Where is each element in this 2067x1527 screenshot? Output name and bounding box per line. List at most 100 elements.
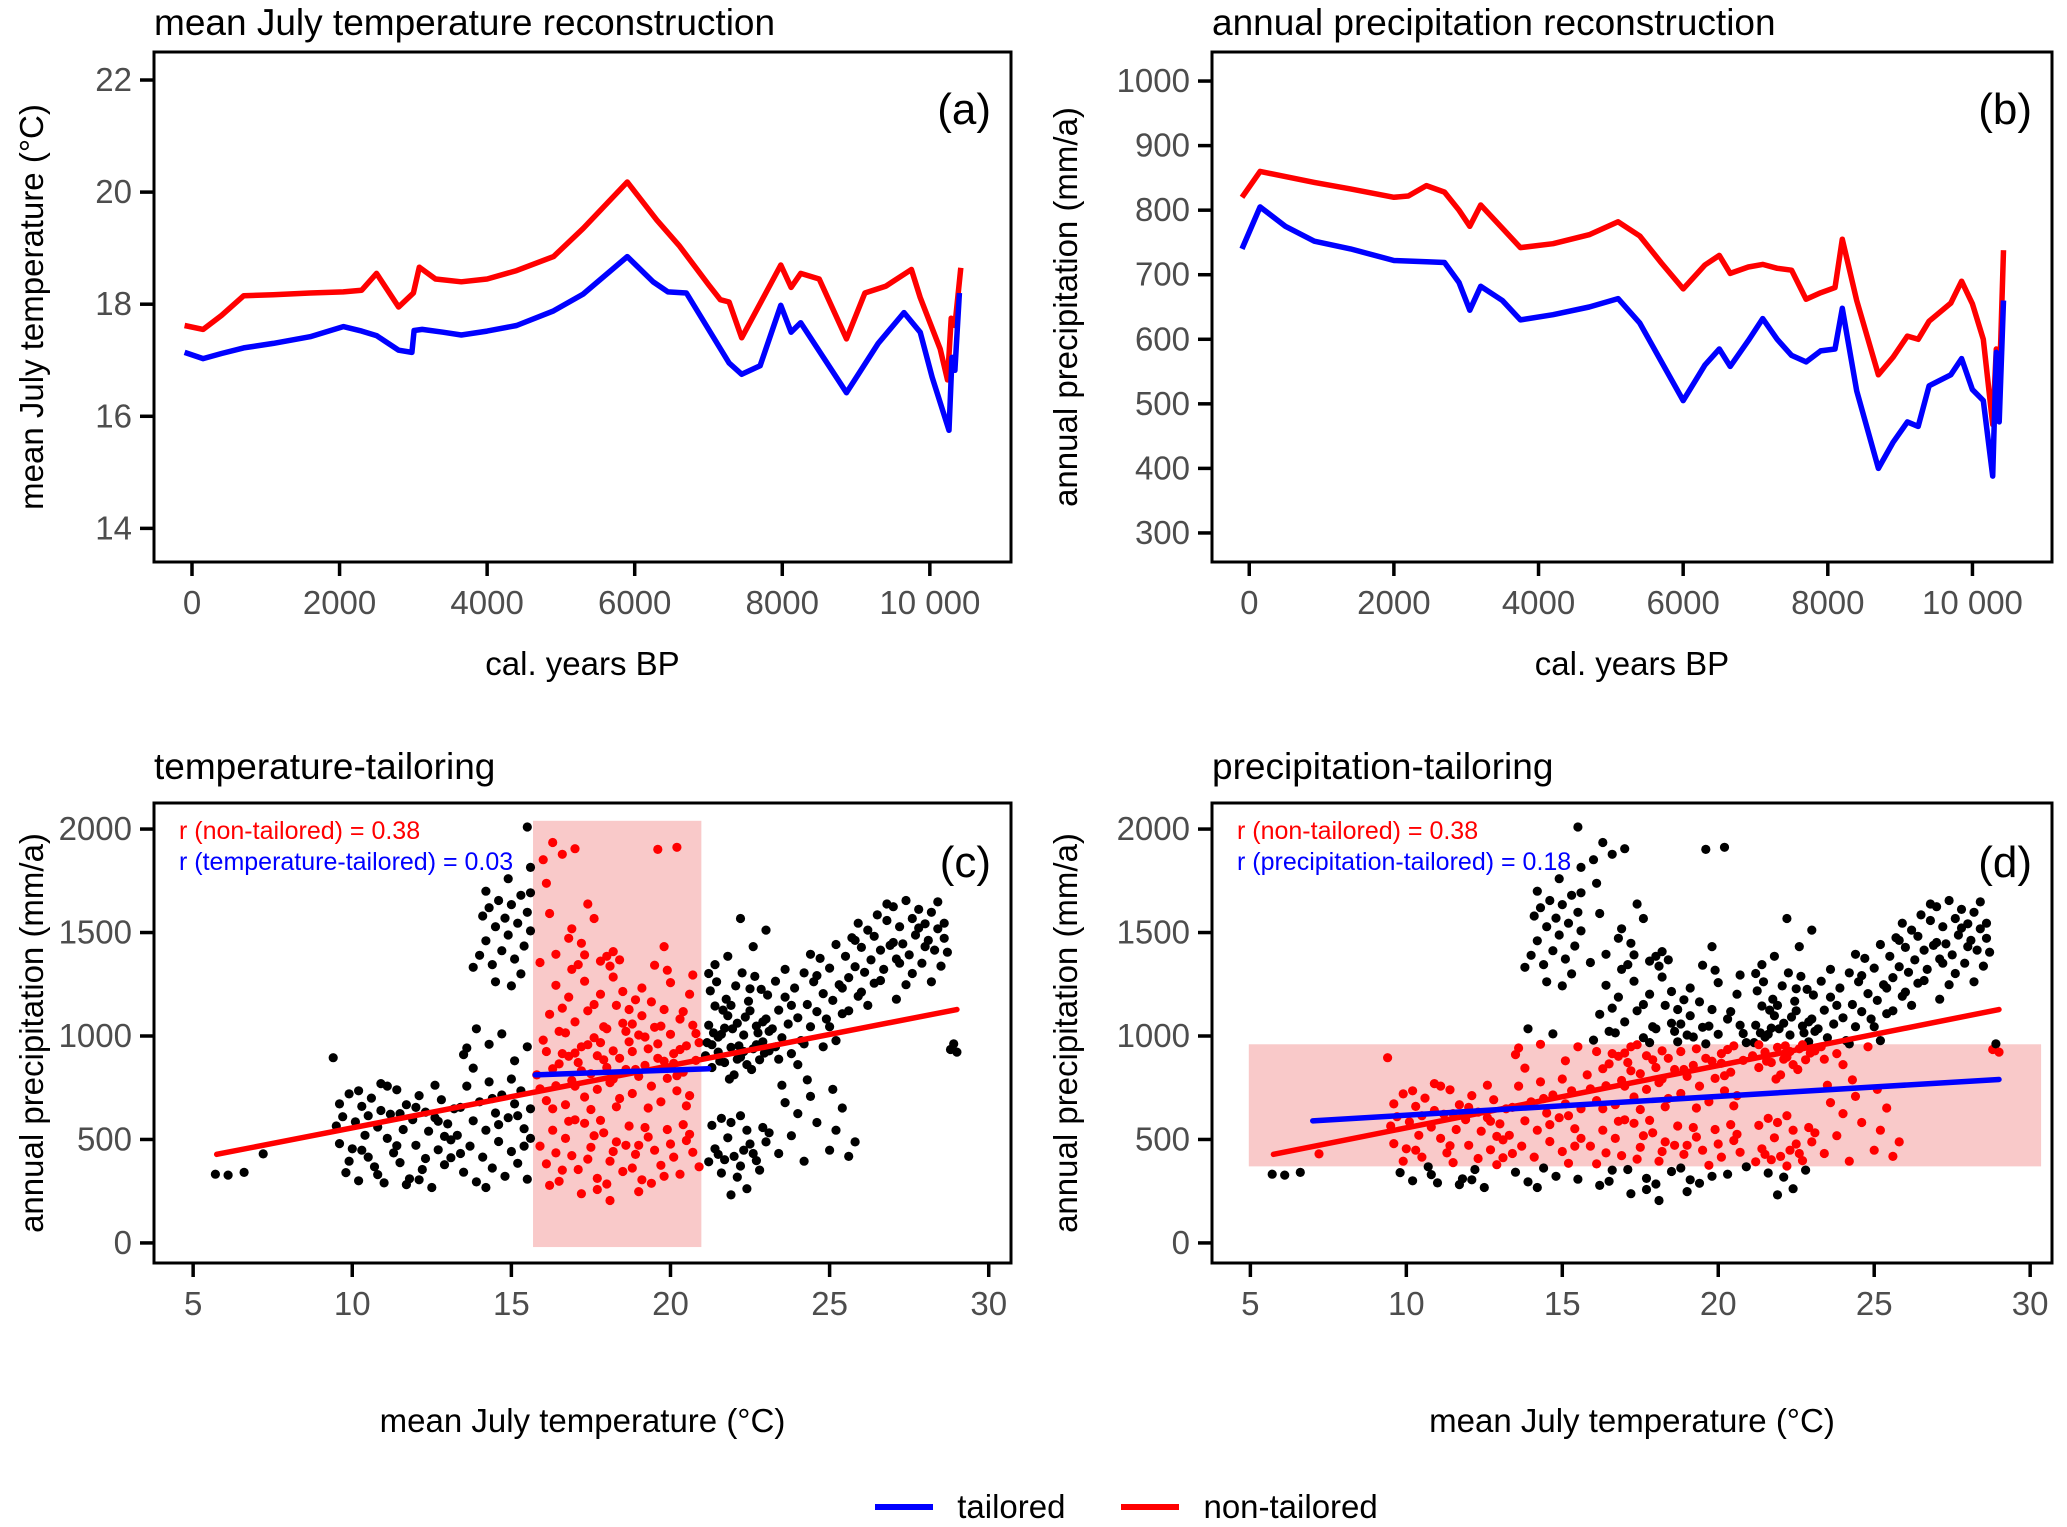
panel-d-correlation-annotations: r (non-tailored) = 0.38 r (precipitation… — [1237, 816, 1571, 878]
y-axis-ticks: 0 500 1000 1500 2000 — [1117, 810, 1212, 1261]
plot-border — [1210, 50, 2054, 564]
svg-text:30: 30 — [2012, 1285, 2049, 1322]
svg-text:600: 600 — [1135, 320, 1190, 357]
svg-text:2000: 2000 — [1117, 810, 1190, 847]
svg-text:0: 0 — [114, 1224, 132, 1261]
svg-text:4000: 4000 — [1502, 584, 1575, 621]
panel-d-y-axis-title: annual precipitation (mm/a) — [1047, 833, 1085, 1233]
svg-text:1000: 1000 — [59, 1017, 132, 1054]
regression-line-tailored — [532, 1065, 712, 1078]
panel-c-title: temperature-tailoring — [154, 746, 496, 787]
svg-text:20: 20 — [95, 173, 132, 210]
scatter-points — [210, 822, 962, 1206]
svg-text:10 000: 10 000 — [879, 584, 980, 621]
panel-c-correlation-annotations: r (non-tailored) = 0.38 r (temperature-t… — [179, 816, 513, 878]
svg-text:400: 400 — [1135, 449, 1190, 486]
panel-a-y-axis-title: mean July temperature (°C) — [13, 104, 51, 510]
svg-text:0: 0 — [1172, 1224, 1190, 1261]
annotation-non-tailored: r (non-tailored) = 0.38 — [179, 817, 421, 845]
svg-text:5: 5 — [1241, 1285, 1259, 1322]
svg-text:6000: 6000 — [1646, 584, 1719, 621]
svg-text:15: 15 — [1544, 1285, 1581, 1322]
svg-text:18: 18 — [95, 285, 132, 322]
plot-border — [1210, 801, 2054, 1265]
panel-a: 0 2000 4000 6000 8000 10 000 14 16 18 20 22 mean J… — [0, 0, 1033, 738]
panel-a-tag: (a) — [937, 85, 991, 134]
panel-d-x-axis-title: mean July temperature (°C) — [1429, 1402, 1835, 1439]
svg-text:1500: 1500 — [59, 914, 132, 951]
series-line-non-tailored — [184, 179, 964, 383]
panel-c-y-axis-title: annual precipitation (mm/a) — [13, 833, 51, 1233]
svg-text:25: 25 — [1856, 1285, 1893, 1322]
series-line-tailored — [183, 253, 963, 434]
highlight-band — [1248, 1044, 2042, 1167]
plot-border — [152, 801, 1013, 1265]
series-line-tailored — [1239, 204, 2007, 479]
svg-text:6000: 6000 — [598, 584, 671, 621]
panel-c: 5 10 15 20 25 30 0 500 1000 1500 2000 temperature-… — [0, 740, 1033, 1480]
svg-text:500: 500 — [77, 1120, 132, 1157]
y-axis-ticks: 300 400 500 600 700 800 900 1000 — [1117, 62, 1212, 551]
legend-line-tailored — [875, 1504, 934, 1510]
svg-text:5: 5 — [184, 1285, 202, 1322]
svg-text:16: 16 — [95, 397, 132, 434]
panel-c-tag: (c) — [939, 838, 991, 887]
annotation-non-tailored: r (non-tailored) = 0.38 — [1237, 817, 1479, 845]
scatter-points — [1267, 822, 2004, 1206]
svg-text:25: 25 — [811, 1285, 848, 1322]
regression-line-non-tailored — [1270, 1006, 2002, 1158]
svg-text:10: 10 — [334, 1285, 371, 1322]
annotation-tailored: r (temperature-tailored) = 0.03 — [179, 848, 514, 876]
svg-text:300: 300 — [1135, 514, 1190, 551]
svg-text:500: 500 — [1135, 385, 1190, 422]
panel-d-tag: (d) — [1978, 838, 2032, 887]
svg-text:30: 30 — [970, 1285, 1007, 1322]
legend-label-tailored: tailored — [957, 1488, 1066, 1525]
annotation-tailored: r (precipitation-tailored) = 0.18 — [1237, 848, 1572, 876]
x-axis-ticks: 0 2000 4000 6000 8000 10 000 — [1240, 562, 2023, 621]
svg-text:2000: 2000 — [1357, 584, 1430, 621]
regression-line-tailored — [1310, 1076, 2002, 1124]
panel-a-x-axis-title: cal. years BP — [485, 645, 680, 682]
svg-text:0: 0 — [1240, 584, 1258, 621]
panel-b: 0 2000 4000 6000 8000 10 000 300 400 500 600 700 80… — [1034, 0, 2067, 738]
svg-text:1000: 1000 — [1117, 62, 1190, 99]
panel-a-title: mean July temperature reconstruction — [154, 2, 776, 43]
svg-text:2000: 2000 — [303, 584, 376, 621]
panel-d: 5 10 15 20 25 30 0 500 1000 1500 2000 precipitatio… — [1034, 740, 2067, 1480]
svg-text:15: 15 — [493, 1285, 530, 1322]
series-line-non-tailored — [1239, 168, 2007, 428]
legend-line-non-tailored — [1121, 1504, 1180, 1510]
panel-b-y-axis-title: annual precipitation (mm/a) — [1047, 107, 1085, 507]
panel-a-chart: 0 2000 4000 6000 8000 10 000 14 16 18 20 22 — [95, 50, 1013, 621]
plot-border — [152, 50, 1013, 564]
panel-d-title: precipitation-tailoring — [1212, 746, 1554, 787]
y-axis-ticks: 0 500 1000 1500 2000 — [59, 810, 154, 1261]
svg-text:1500: 1500 — [1117, 914, 1190, 951]
panel-b-x-axis-title: cal. years BP — [1534, 645, 1730, 682]
svg-text:20: 20 — [652, 1285, 689, 1322]
svg-text:2000: 2000 — [59, 810, 132, 847]
svg-text:10 000: 10 000 — [1922, 584, 2023, 621]
panel-b-title: annual precipitation reconstruction — [1212, 2, 1776, 43]
svg-text:4000: 4000 — [450, 584, 523, 621]
panel-d-chart: 5 10 15 20 25 30 0 500 1000 1500 2000 — [1117, 801, 2054, 1322]
svg-text:20: 20 — [1700, 1285, 1737, 1322]
y-axis-ticks: 14 16 18 20 22 — [95, 61, 154, 546]
figure-legend: tailored non-tailored — [0, 1488, 2067, 1526]
svg-text:14: 14 — [95, 509, 132, 546]
svg-text:800: 800 — [1135, 191, 1190, 228]
regression-line-non-tailored — [213, 1006, 960, 1158]
legend-label-non-tailored: non-tailored — [1203, 1488, 1378, 1525]
x-axis-ticks: 5 10 15 20 25 30 — [184, 1263, 1007, 1322]
panel-c-chart: 5 10 15 20 25 30 0 500 1000 1500 2000 — [59, 801, 1013, 1322]
svg-text:8000: 8000 — [1791, 584, 1864, 621]
panel-b-tag: (b) — [1978, 85, 2032, 134]
svg-text:8000: 8000 — [746, 584, 819, 621]
svg-text:1000: 1000 — [1117, 1017, 1190, 1054]
x-axis-ticks: 5 10 15 20 25 30 — [1241, 1263, 2049, 1322]
svg-text:900: 900 — [1135, 127, 1190, 164]
panel-c-x-axis-title: mean July temperature (°C) — [379, 1402, 786, 1439]
svg-text:0: 0 — [183, 584, 201, 621]
